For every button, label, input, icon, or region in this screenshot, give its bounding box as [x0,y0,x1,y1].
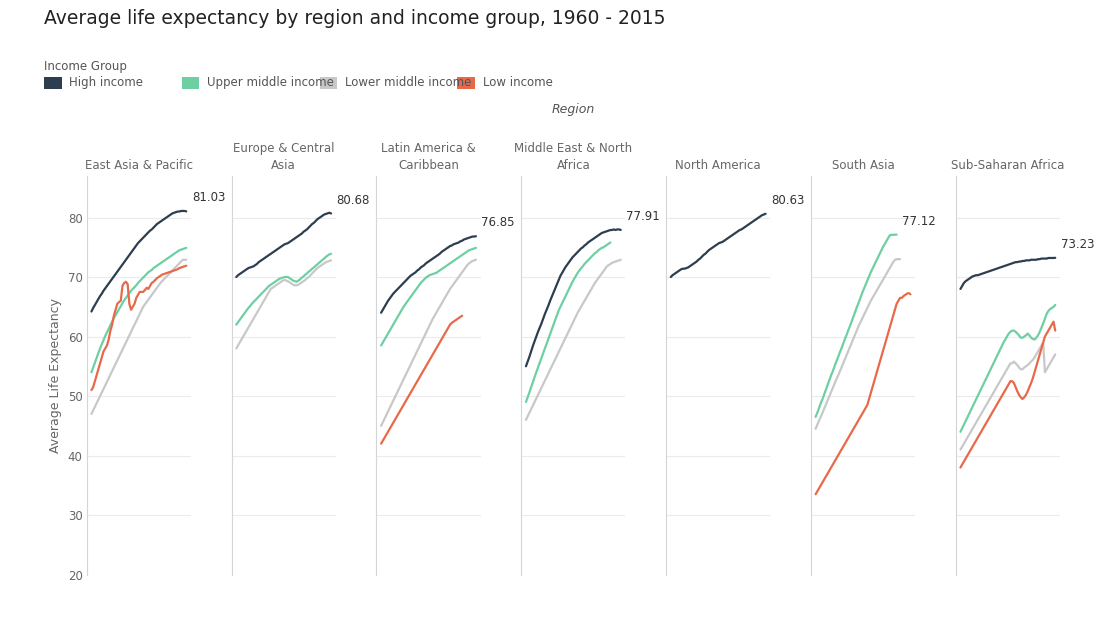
Text: 73.23: 73.23 [1061,238,1094,251]
Text: 80.68: 80.68 [336,193,370,207]
Text: 77.12: 77.12 [903,215,936,228]
Text: Average life expectancy by region and income group, 1960 - 2015: Average life expectancy by region and in… [44,9,666,28]
Text: Income Group: Income Group [44,60,127,73]
Title: Europe & Central
Asia: Europe & Central Asia [233,142,334,172]
Y-axis label: Average Life Expectancy: Average Life Expectancy [50,298,62,453]
Text: 76.85: 76.85 [482,216,515,229]
Title: South Asia: South Asia [832,159,895,172]
Text: 80.63: 80.63 [771,194,804,207]
Title: Latin America &
Caribbean: Latin America & Caribbean [381,142,476,172]
Title: Sub-Saharan Africa: Sub-Saharan Africa [951,159,1065,172]
Text: Low income: Low income [483,77,552,89]
Text: 81.03: 81.03 [192,192,225,205]
Text: High income: High income [69,77,143,89]
Title: North America: North America [676,159,761,172]
Text: Region: Region [552,103,595,116]
Text: Upper middle income: Upper middle income [207,77,334,89]
Title: Middle East & North
Africa: Middle East & North Africa [515,142,633,172]
Title: East Asia & Pacific: East Asia & Pacific [85,159,193,172]
Text: Lower middle income: Lower middle income [345,77,472,89]
Text: 77.91: 77.91 [626,210,660,223]
